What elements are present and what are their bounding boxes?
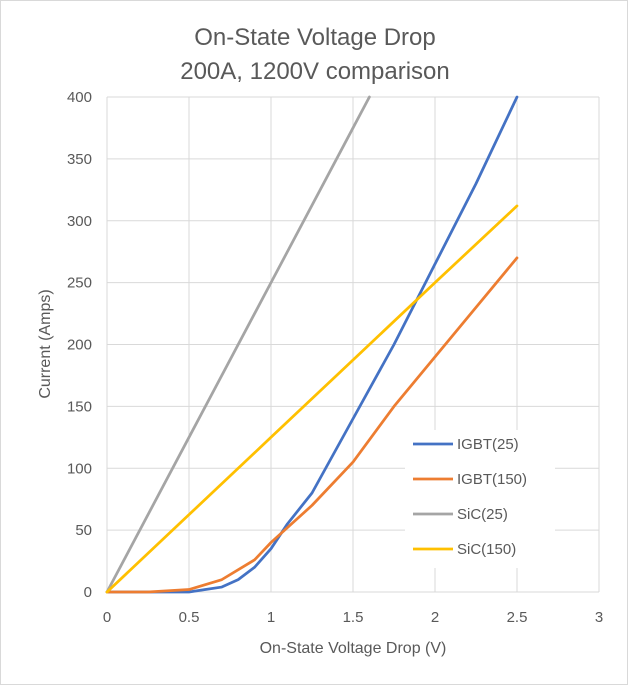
legend-label: IGBT(25) — [457, 436, 519, 453]
series-line-sic-25 — [105, 95, 371, 594]
x-tick-label: 2 — [431, 609, 439, 626]
series-lines — [105, 95, 519, 594]
legend-label: SiC(150) — [457, 541, 516, 558]
series-line-sic-150 — [105, 204, 519, 594]
y-tick-label: 100 — [67, 460, 92, 477]
legend: IGBT(25) IGBT(150) SiC(25) SiC(150) — [405, 430, 555, 568]
x-tick-label: 2.5 — [507, 609, 528, 626]
tick-labels: 0 50 100 150 200 250 300 350 400 0 0.5 1 1.5 2 2.5 3 — [67, 89, 603, 626]
x-tick-label: 1 — [267, 609, 275, 626]
y-tick-label: 150 — [67, 398, 92, 415]
x-tick-label: 3 — [595, 609, 603, 626]
series-line-igbt-150 — [105, 256, 519, 594]
y-tick-label: 50 — [75, 522, 92, 539]
y-tick-label: 200 — [67, 337, 92, 354]
x-axis-title: On-State Voltage Drop (V) — [260, 640, 447, 657]
x-tick-label: 0 — [103, 609, 111, 626]
chart-title: On-State Voltage Drop — [194, 24, 435, 51]
x-tick-label: 0.5 — [179, 609, 200, 626]
chart-subtitle: 200A, 1200V comparison — [180, 58, 450, 85]
y-tick-label: 250 — [67, 275, 92, 292]
legend-label: IGBT(150) — [457, 471, 527, 488]
y-tick-label: 400 — [67, 89, 92, 106]
y-tick-label: 0 — [84, 584, 92, 601]
legend-label: SiC(25) — [457, 506, 508, 523]
y-axis-title: Current (Amps) — [37, 289, 54, 398]
legend-background — [405, 430, 555, 568]
y-tick-label: 300 — [67, 213, 92, 230]
x-tick-label: 1.5 — [343, 609, 364, 626]
y-tick-label: 350 — [67, 151, 92, 168]
